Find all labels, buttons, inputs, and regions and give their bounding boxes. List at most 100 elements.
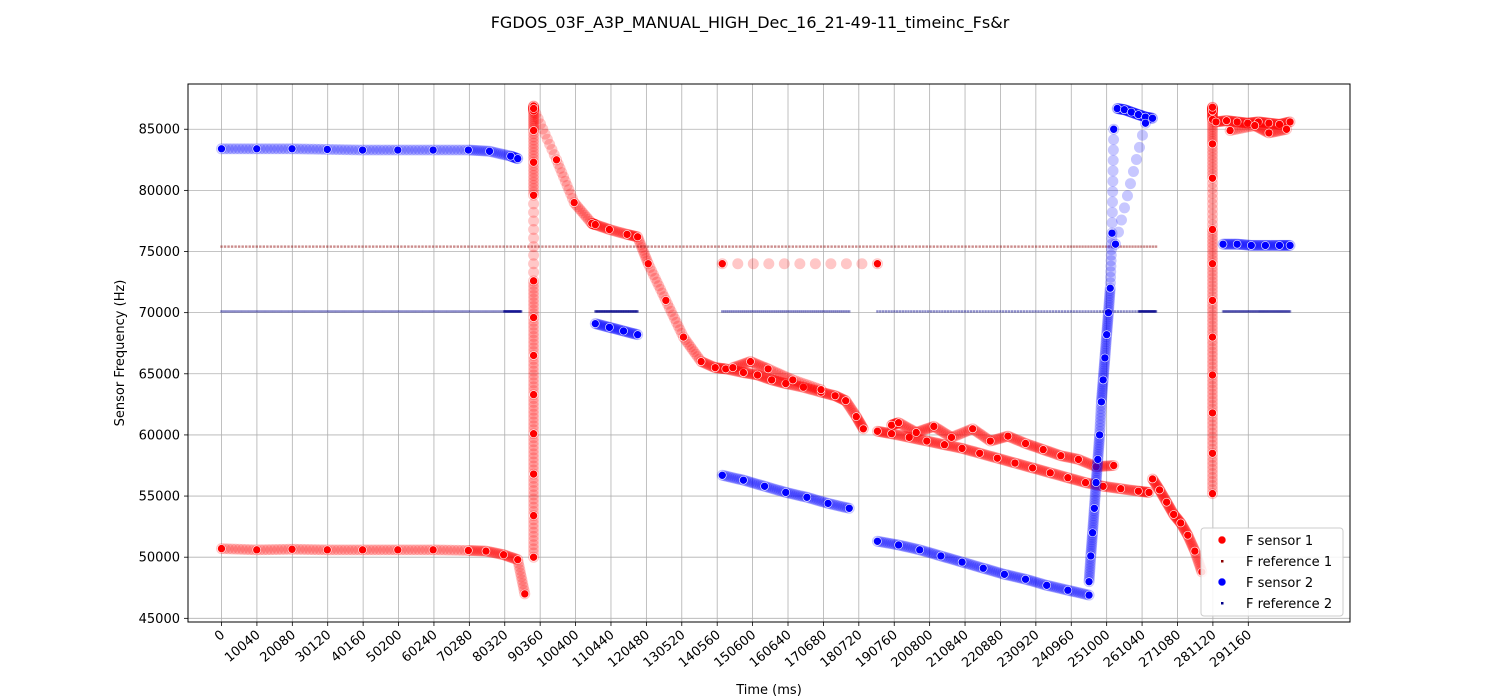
f-sensor-2-point-trail [494,148,506,160]
f-reference-1-point [580,245,583,248]
f-sensor-1-point-trail [1051,469,1063,481]
f-sensor-1-point-trail [965,445,977,457]
f-reference-2-point [1072,310,1075,313]
f-reference-2-point [1275,310,1278,313]
f-reference-1-point [1087,245,1090,248]
f-reference-1-point [770,245,773,248]
f-sensor-1-point-trail [1206,305,1218,317]
f-reference-1-point [922,245,925,248]
f-sensor-1-point [1222,116,1231,125]
f-sensor-2-point-trail [230,143,242,155]
f-reference-1-point [851,245,854,248]
f-reference-2-point [1226,310,1229,313]
f-sensor-1-point-trail [528,342,540,354]
f-reference-1-point [960,245,964,248]
f-sensor-1-point-trail [663,302,675,314]
f-sensor-1-point [1028,463,1037,473]
f-reference-2-point [502,310,505,313]
f-sensor-1-point-trail [1062,451,1074,463]
f-reference-2-point [784,310,787,313]
f-sensor-2-point-trail [1107,175,1119,187]
f-sensor-1-point-trail [1206,316,1218,328]
f-reference-2-point [326,310,329,313]
f-sensor-2-point-trail [1053,582,1065,594]
f-reference-1-point [280,245,283,248]
f-reference-1-point [1063,245,1066,248]
f-sensor-2-point-trail [1103,297,1115,309]
f-sensor-1-point-trail [1048,447,1060,459]
f-sensor-1-point-trail [635,239,647,251]
f-reference-2-point [311,310,315,313]
f-reference-2-point [895,310,899,313]
f-sensor-2-point-trail [279,143,291,155]
f-reference-2-point [932,310,936,313]
f-reference-2-point [606,310,610,313]
f-sensor-1-point-trail [686,343,698,355]
f-reference-2-point [978,310,981,313]
f-reference-2-point [1268,310,1272,313]
f-reference-2-point [805,310,809,313]
f-sensor-1-point-trail [311,544,323,556]
f-reference-2-point [987,310,990,313]
f-reference-2-point [627,310,631,313]
f-sensor-1-point-trail [300,543,312,555]
f-sensor-1-point-trail [1206,358,1218,370]
f-reference-1-point [498,245,502,248]
f-reference-2-point [431,310,435,313]
f-sensor-1-point [940,440,949,450]
f-sensor-2-point-trail [1091,463,1103,475]
f-reference-2-point [729,310,732,313]
f-sensor-1-point-trail [577,207,589,219]
f-reference-1-point [523,245,526,248]
f-sensor-1-point-trail [575,205,587,217]
f-reference-2-point [1113,310,1117,313]
f-reference-2-point [604,310,608,313]
grid-layer [188,84,1350,622]
x-tick-label: 10040 [222,628,263,666]
f-reference-1-point [766,245,770,248]
f-sensor-1-point [1190,546,1200,556]
f-reference-1-point [241,245,244,248]
f-sensor-1-point-trail [1000,455,1012,467]
f-reference-2-point [941,310,944,313]
f-sensor-1-point-trail [491,547,503,559]
f-sensor-2-point-trail [1096,389,1108,401]
f-sensor-1-point-trail [993,433,1005,445]
f-reference-2-point [413,310,416,313]
f-reference-2-point [1075,310,1078,313]
f-reference-1-point [520,245,523,248]
f-reference-1-point [255,245,258,248]
f-sensor-1-point-trail [1034,464,1046,476]
f-sensor-1-point-trail [1206,213,1218,225]
f-sensor-1-point-trail [732,258,744,270]
f-sensor-1-point [993,453,1002,463]
f-reference-2-point [1046,310,1049,313]
f-reference-2-point [335,310,338,313]
f-reference-2-point [373,310,376,313]
f-sensor-1-point-trail [528,365,540,377]
f-sensor-2-point [1105,283,1115,293]
f-sensor-2-point [605,323,614,332]
f-sensor-1-point-trail [1072,475,1084,487]
f-sensor-2-point-trail [1133,141,1145,153]
f-sensor-1-point-trail [314,544,326,556]
f-reference-2-point [1128,310,1131,313]
f-sensor-2-point-trail [1107,154,1119,166]
f-reference-2-point [893,310,896,313]
f-reference-2-point [220,310,223,313]
f-reference-1-point [752,245,756,248]
f-sensor-2-point [322,145,332,154]
f-sensor-1-point-trail [385,544,397,556]
f-reference-2-point [731,310,735,313]
f-reference-1-point [639,245,643,248]
f-reference-2-point [1152,310,1155,313]
f-reference-2-point [398,310,402,313]
f-reference-2-point [420,310,423,313]
f-sensor-2-point [781,488,791,497]
f-sensor-1-point-trail [258,544,270,556]
f-sensor-1-point [529,351,538,360]
f-sensor-1-point [1074,455,1083,464]
f-sensor-2-point-trail [833,500,845,512]
f-reference-1-point [879,245,883,248]
f-sensor-1-point [529,390,538,399]
